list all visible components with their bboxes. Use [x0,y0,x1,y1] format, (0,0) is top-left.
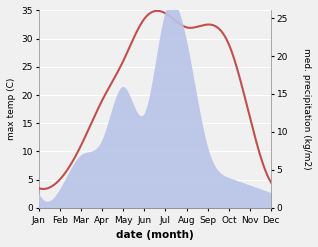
Y-axis label: max temp (C): max temp (C) [7,78,16,140]
Y-axis label: med. precipitation (kg/m2): med. precipitation (kg/m2) [302,48,311,170]
X-axis label: date (month): date (month) [116,230,194,240]
